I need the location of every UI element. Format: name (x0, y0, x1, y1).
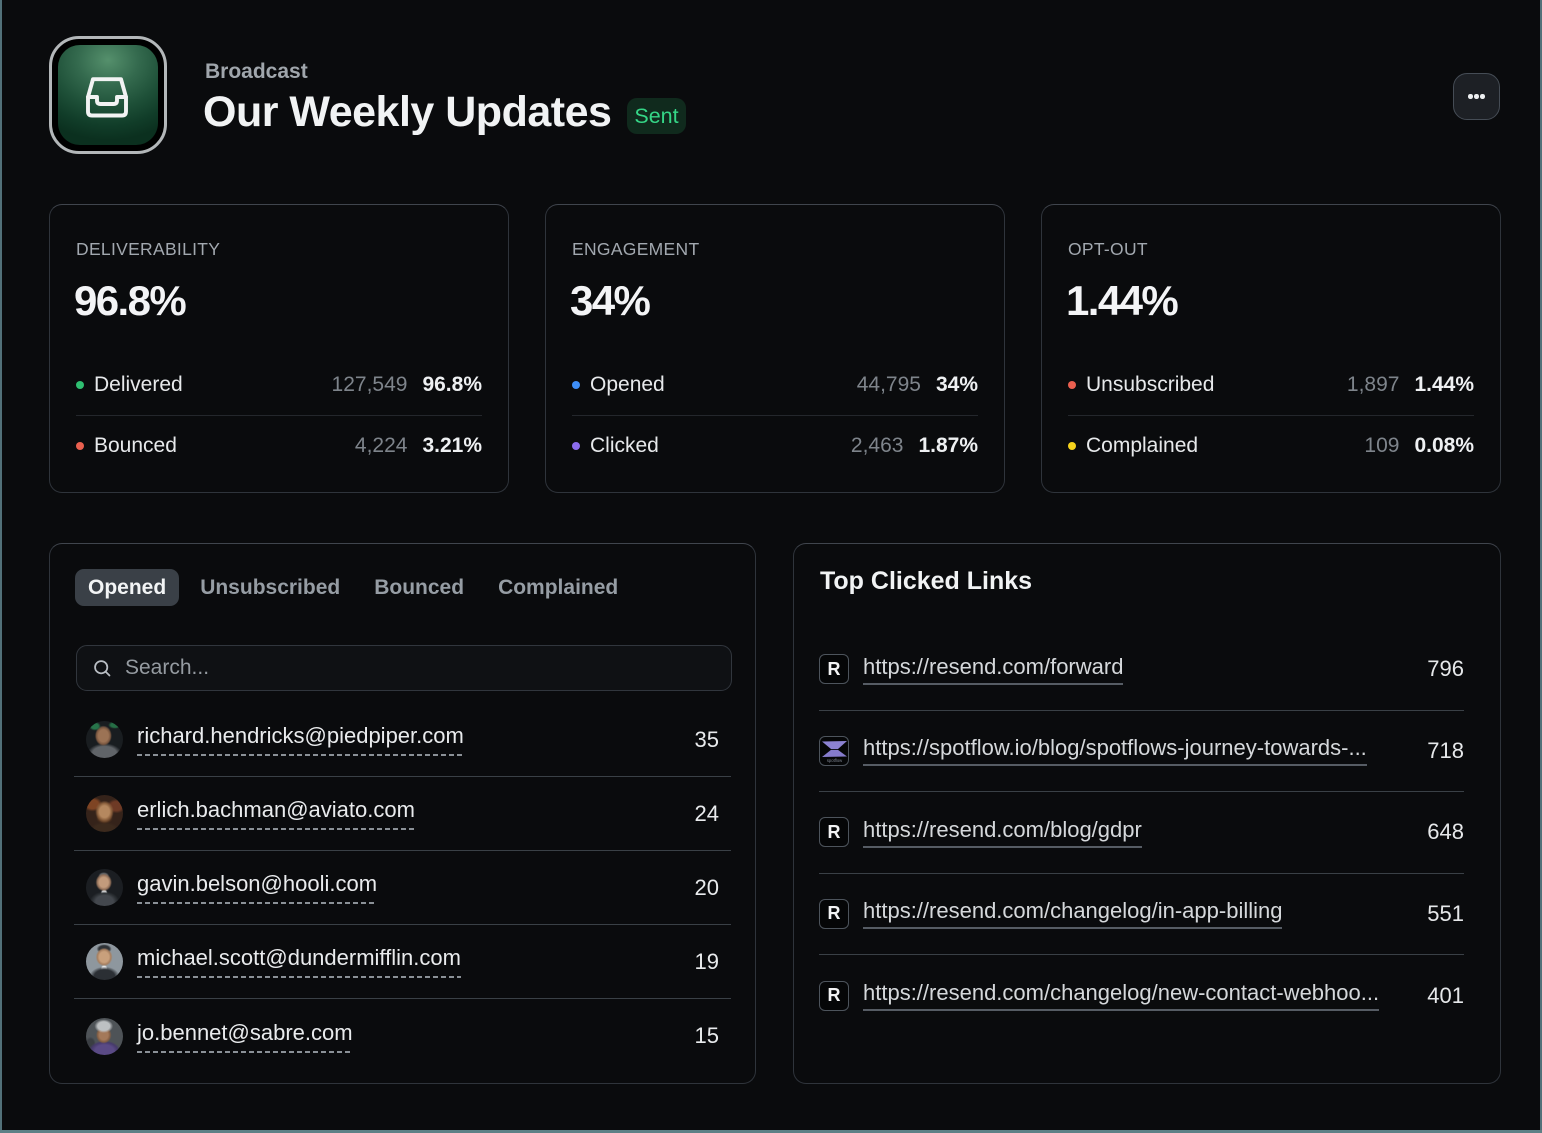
svg-text:spotflow: spotflow (826, 758, 842, 763)
